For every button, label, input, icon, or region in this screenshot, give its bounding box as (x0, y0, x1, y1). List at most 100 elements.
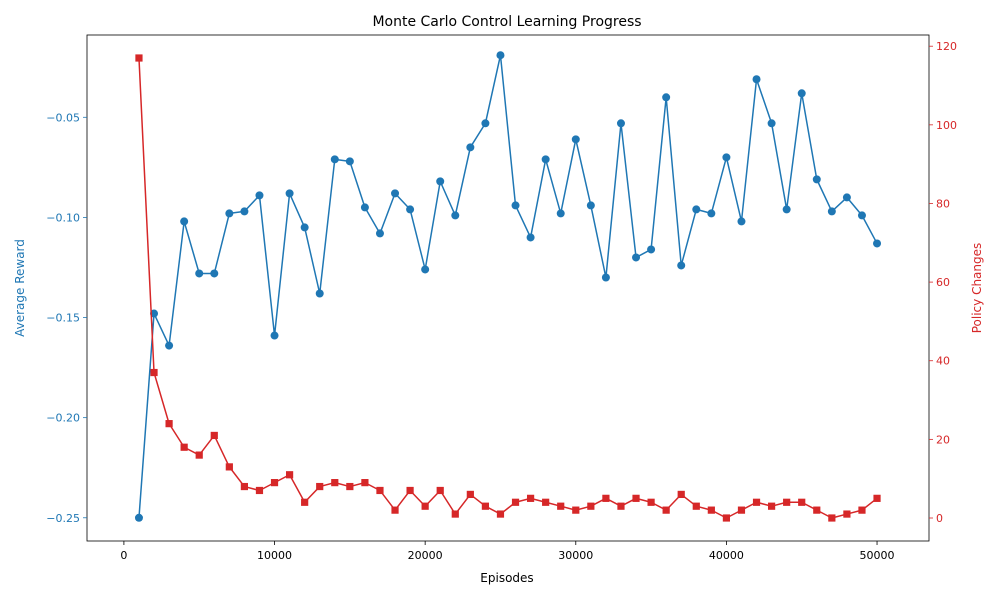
average-reward-point (180, 217, 189, 226)
average-reward-point (270, 331, 279, 340)
policy-changes-point (647, 498, 655, 506)
policy-changes-point (632, 494, 640, 502)
average-reward-point (797, 89, 806, 98)
series-layer (134, 51, 882, 522)
policy-changes-point (270, 479, 279, 487)
y-left-tick-label: −0.25 (46, 512, 80, 525)
average-reward-point (391, 189, 400, 198)
policy-changes-point (225, 463, 233, 471)
policy-changes-point (783, 498, 791, 506)
average-reward-point (586, 201, 595, 210)
policy-changes-point (331, 479, 339, 487)
x-tick-label: 0 (120, 549, 127, 562)
average-reward-point (571, 135, 580, 144)
average-reward-point (360, 203, 369, 212)
policy-changes-point (180, 443, 188, 451)
average-reward-point (737, 217, 746, 226)
average-reward-point (481, 119, 490, 128)
average-reward-point (541, 155, 550, 164)
average-reward-point (345, 157, 354, 166)
average-reward-point (722, 153, 731, 162)
policy-changes-point (240, 482, 249, 491)
policy-changes-point (451, 510, 459, 518)
policy-changes-point (813, 506, 821, 514)
policy-changes-point (858, 506, 866, 514)
policy-changes-point (798, 498, 806, 506)
y-left-tick-label: −0.10 (46, 211, 80, 224)
x-tick-label: 30000 (558, 549, 593, 562)
policy-changes-point (557, 502, 565, 510)
policy-changes-point (496, 510, 505, 518)
average-reward-point (812, 175, 821, 184)
policy-changes-point (406, 486, 414, 495)
y-right-tick-label: 60 (936, 276, 950, 289)
policy-changes-point (843, 510, 851, 518)
policy-changes-point (737, 506, 746, 514)
average-reward-point (375, 229, 384, 238)
y-left-tick-label: −0.20 (46, 412, 80, 425)
policy-changes-point (195, 451, 203, 459)
y-right-tick-label: 0 (936, 512, 943, 525)
average-reward-line (138, 54, 878, 518)
average-reward-point (857, 211, 866, 220)
average-reward-point (165, 341, 174, 350)
x-tick-label: 20000 (408, 549, 443, 562)
plot-frame (86, 34, 930, 542)
x-tick-label: 10000 (257, 549, 292, 562)
average-reward-point (300, 223, 309, 232)
policy-changes-point (677, 490, 685, 499)
policy-changes-point (692, 502, 700, 510)
x-tick-label: 50000 (860, 549, 895, 562)
policy-changes-point (828, 514, 836, 522)
average-reward-point (632, 253, 641, 262)
y-axis-left-label: Average Reward (13, 239, 27, 337)
average-reward-point (210, 269, 219, 278)
y-left-tick-label: −0.15 (46, 312, 80, 325)
average-reward-point (873, 239, 882, 248)
average-reward-point (466, 143, 475, 152)
policy-changes-point (722, 514, 731, 522)
policy-changes-point (210, 431, 218, 440)
x-axis-label: Episodes (480, 571, 533, 585)
average-reward-point (842, 193, 851, 202)
average-reward-point (195, 269, 204, 278)
y-right-tick-label: 120 (936, 40, 957, 53)
policy-changes-point (617, 502, 625, 510)
y-axis-right: 0 20 40 60 80 100 120 (929, 40, 957, 525)
y-axis-left: −0.25 −0.20 −0.15 −0.10 −0.05 (46, 111, 87, 525)
policy-changes-point (511, 498, 520, 506)
average-reward-point (421, 265, 430, 274)
average-reward-point (330, 155, 339, 164)
average-reward-point (134, 513, 143, 522)
policy-changes-point (285, 471, 294, 479)
policy-changes-point (602, 494, 610, 502)
average-reward-point (255, 191, 264, 200)
policy-changes-point (707, 506, 715, 514)
average-reward-point (752, 75, 761, 84)
policy-changes-point (481, 502, 490, 510)
y-right-tick-label: 100 (936, 119, 957, 132)
average-reward-point (451, 211, 460, 220)
policy-changes-point (572, 506, 580, 514)
average-reward-point (496, 51, 505, 60)
policy-changes-point (662, 506, 670, 514)
average-reward-point (315, 289, 324, 298)
policy-changes-point (316, 482, 324, 491)
y-right-tick-label: 40 (936, 355, 950, 368)
x-axis: 0 10000 20000 30000 40000 50000 (120, 541, 895, 562)
average-reward-point (225, 209, 234, 218)
average-reward-point (827, 207, 836, 216)
average-reward-point (662, 93, 671, 102)
policy-changes-point (752, 498, 761, 506)
average-reward-point (692, 205, 701, 214)
average-reward-point (767, 119, 776, 128)
average-reward-point (707, 209, 716, 218)
chart-title: Monte Carlo Control Learning Progress (372, 14, 641, 30)
average-reward-point (240, 207, 249, 216)
average-reward-point (616, 119, 625, 128)
policy-changes-point (376, 486, 384, 495)
y-right-tick-label: 80 (936, 197, 950, 210)
policy-changes-point (873, 494, 881, 502)
